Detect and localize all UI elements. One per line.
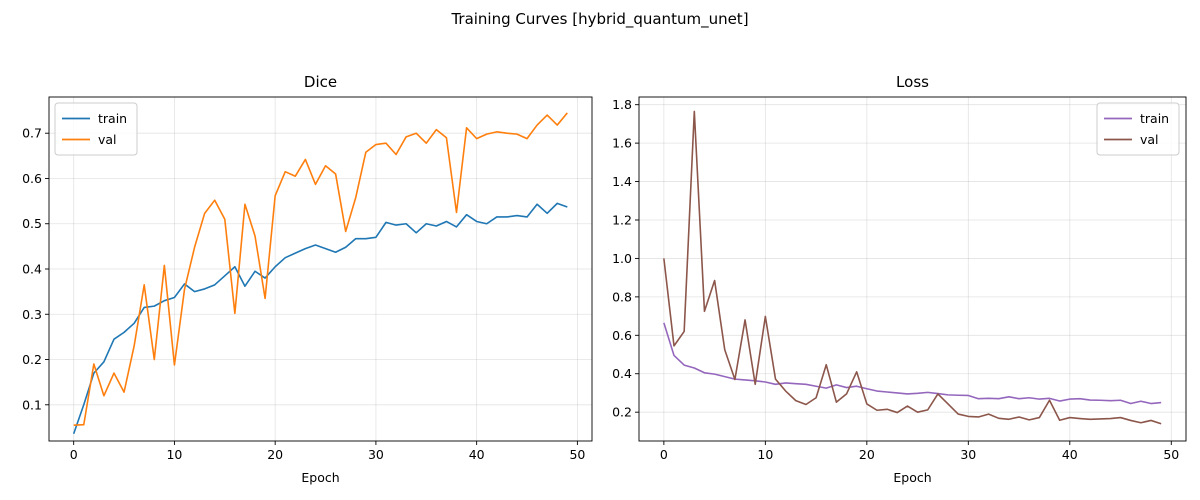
dice-ytick-label-0: 0.1	[22, 397, 42, 412]
loss-ytick-label-5: 1.2	[612, 212, 632, 227]
loss-chart-title: Loss	[896, 73, 929, 91]
dice-chart-title: Dice	[304, 73, 337, 91]
loss-ytick-label-6: 1.4	[612, 174, 632, 189]
dice-xtick-label-3: 30	[368, 447, 384, 462]
dice-ytick-label-3: 0.4	[22, 262, 42, 277]
loss-xtick-label-3: 30	[960, 447, 976, 462]
dice-xtick-label-5: 50	[569, 447, 585, 462]
loss-ytick-label-0: 0.2	[612, 405, 632, 420]
loss-ytick-label-2: 0.6	[612, 328, 632, 343]
dice-chart-panel: 0 10 20 30 40 50 0.1 0.2 0.3 0.4 0.5 0.6 0.7 Dice Epoc…	[22, 73, 593, 485]
loss-xtick-label-5: 50	[1163, 447, 1179, 462]
loss-legend-box	[1096, 102, 1180, 156]
loss-ytick-label-4: 1.0	[612, 251, 632, 266]
dice-series-line-val	[73, 112, 568, 426]
loss-legend-label-train: train	[1140, 111, 1169, 126]
dice-ytick-label-1: 0.2	[22, 352, 42, 367]
loss-legend: train val	[1096, 102, 1180, 156]
loss-plot-frame	[638, 96, 1187, 442]
dice-legend-box	[54, 102, 138, 156]
loss-series-line-train	[663, 322, 1162, 405]
dice-legend-label-val: val	[98, 132, 117, 147]
loss-xtick-label-1: 10	[757, 447, 773, 462]
loss-ytick-label-8: 1.8	[612, 97, 632, 112]
dice-xtick-label-2: 20	[267, 447, 283, 462]
dice-xtick-label-0: 0	[70, 447, 78, 462]
figure-suptitle: Training Curves [hybrid_quantum_unet]	[450, 10, 748, 29]
dice-ytick-label-2: 0.3	[22, 307, 42, 322]
dice-legend-label-train: train	[98, 111, 127, 126]
loss-ytick-label-1: 0.4	[612, 366, 632, 381]
dice-x-axis-label: Epoch	[301, 470, 339, 485]
dice-ytick-label-5: 0.6	[22, 171, 42, 186]
loss-series-line-val	[663, 110, 1162, 425]
dice-xtick-label-1: 10	[166, 447, 182, 462]
loss-legend-label-val: val	[1140, 132, 1159, 147]
loss-ytick-label-3: 0.8	[612, 289, 632, 304]
loss-chart-panel: 0 10 20 30 40 50 0.2 0.4 0.6 0.8 1.0 1.2 1.4 1.6 1.8 Lo…	[612, 73, 1187, 485]
dice-legend: train val	[54, 102, 138, 156]
loss-xtick-label-0: 0	[660, 447, 668, 462]
loss-xtick-label-4: 40	[1062, 447, 1078, 462]
dice-ytick-label-6: 0.7	[22, 126, 42, 141]
loss-x-axis-label: Epoch	[893, 470, 931, 485]
loss-xtick-label-2: 20	[859, 447, 875, 462]
dice-ytick-label-4: 0.5	[22, 216, 42, 231]
dice-xtick-label-4: 40	[469, 447, 485, 462]
loss-ytick-label-7: 1.6	[612, 136, 632, 151]
dice-series-line-train	[72, 202, 568, 435]
